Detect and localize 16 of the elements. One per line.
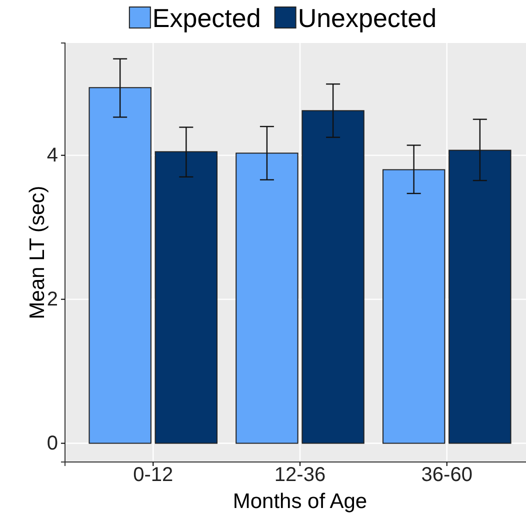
bar xyxy=(302,110,364,444)
bar xyxy=(448,150,512,444)
legend-label: Expected xyxy=(152,3,261,33)
bar xyxy=(382,169,446,444)
y-tick-label: 2 xyxy=(46,288,58,311)
x-tick-label: 12-36 xyxy=(274,464,326,486)
bar xyxy=(154,151,218,444)
x-axis-title: Months of Age xyxy=(232,490,368,513)
y-tick-label: 4 xyxy=(46,144,58,167)
y-tick-label: 0 xyxy=(46,432,58,455)
y-axis-title: Mean LT (sec) xyxy=(26,186,49,320)
bar xyxy=(236,152,298,444)
legend-label: Unexpected xyxy=(298,3,437,33)
x-tick-label: 36-60 xyxy=(421,464,472,486)
bar xyxy=(88,87,152,444)
x-tick-label: 0-12 xyxy=(133,464,174,486)
